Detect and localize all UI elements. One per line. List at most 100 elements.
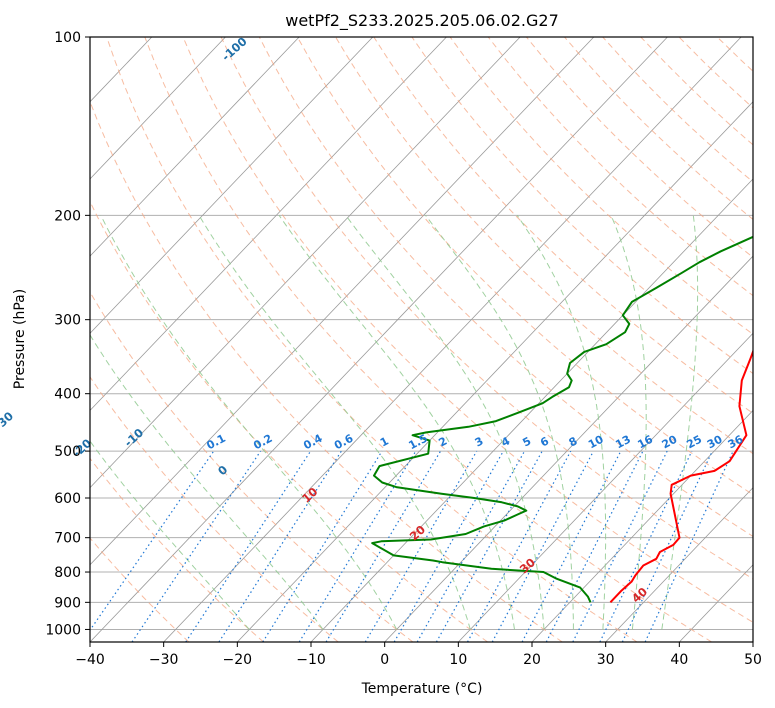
mixing-ratio-line: [262, 450, 383, 642]
moist-adiabat: [610, 215, 647, 630]
mixing-ratio-line: [621, 450, 713, 642]
x-tick-label: −20: [223, 652, 253, 668]
isotherm-line: [384, 255, 753, 642]
y-tick-label: 300: [54, 313, 81, 329]
mixing-ratio-label: 5: [520, 434, 533, 449]
isotherm-line: [531, 409, 753, 642]
moist-adiabat: [425, 214, 574, 630]
moist-adiabat: [90, 334, 324, 630]
isotherm-line: [90, 37, 447, 412]
x-tick-label: 30: [597, 652, 615, 668]
dry-adiabat: [90, 291, 414, 642]
mixing-ratio-line: [131, 450, 262, 642]
mixing-ratio-line: [572, 450, 668, 642]
mixing-ratio-label: 20: [660, 433, 680, 452]
mixing-ratio-line: [90, 450, 215, 632]
isotherm-line: [90, 37, 374, 334]
y-tick-label: 700: [54, 531, 81, 547]
x-axis-label: Temperature (°C): [361, 681, 483, 697]
temperature-profile-line: [609, 348, 753, 603]
isotherm-line: [310, 178, 753, 642]
mixing-ratio-line: [325, 450, 442, 642]
mixing-ratio-label: 3: [473, 434, 486, 449]
dry-adiabat: [90, 200, 488, 642]
x-tick-label: 20: [523, 652, 541, 668]
y-tick-label: 400: [54, 387, 81, 403]
dry-adiabat-label: -10: [121, 425, 146, 449]
y-tick-label: 500: [54, 444, 81, 460]
dry-adiabat-label: 30: [517, 555, 538, 576]
dry-adiabat: [182, 37, 753, 623]
dry-adiabat: [564, 37, 753, 221]
chart-title: wetPf2_S233.2025.205.06.02.G27: [285, 11, 559, 31]
mixing-ratio-label: 30: [705, 433, 725, 452]
isotherm-line: [605, 487, 753, 642]
dry-adiabat: [526, 37, 753, 258]
mixing-ratio-label: 16: [635, 433, 655, 452]
mixing-ratio-label: 1: [378, 434, 391, 449]
moist-adiabat: [198, 215, 471, 630]
mixing-ratio-line: [644, 450, 734, 642]
background-lines: [0, 37, 753, 642]
y-tick-label: 1000: [45, 622, 81, 638]
isotherm-line: [90, 37, 226, 180]
mixing-ratio-line: [393, 450, 504, 642]
mixing-ratio-line: [545, 450, 644, 642]
mixing-ratio-line: [466, 450, 572, 642]
dry-adiabat-label: -30: [0, 409, 16, 433]
isotherm-line: [0, 37, 4, 642]
mixing-ratio-label: 0.4: [301, 432, 325, 453]
isotherm-line: [90, 37, 668, 642]
isotherm-line: [679, 564, 753, 642]
isotherm-line: [90, 37, 595, 566]
mixing-ratio-label: 13: [613, 433, 633, 452]
mixing-ratio-label: 25: [684, 433, 704, 452]
mixing-ratio-label: 8: [567, 434, 580, 449]
dry-adiabat: [90, 375, 339, 642]
dry-adiabat: [449, 37, 753, 335]
mixing-ratio-label: 1.5: [406, 432, 429, 453]
dewpoint-profile-line: [371, 235, 753, 603]
moist-adiabat: [661, 215, 699, 630]
moist-adiabat: [90, 440, 250, 630]
x-tick-label: −40: [75, 652, 105, 668]
x-tick-label: 0: [380, 652, 389, 668]
dry-adiabat: [220, 37, 753, 580]
dry-adiabat: [90, 100, 563, 642]
mixing-ratio-line: [298, 450, 417, 642]
isotherm-line: [90, 37, 521, 489]
mixing-ratio-line: [491, 450, 594, 642]
mixing-ratio-label: 36: [726, 433, 746, 452]
dry-adiabat-label: 0: [215, 462, 230, 478]
x-tick-label: −10: [296, 652, 326, 668]
dry-adiabat: [106, 37, 638, 642]
mixing-ratio-label: 0.1: [204, 432, 227, 453]
y-tick-label: 100: [54, 30, 81, 46]
mixing-ratio-label: 0.6: [332, 432, 356, 453]
isotherm-line: [163, 37, 742, 642]
dry-adiabat: [90, 537, 190, 642]
y-axis-label: Pressure (hPa): [12, 289, 28, 389]
mixing-ratio-line: [185, 450, 312, 642]
mixing-ratio-line: [218, 450, 342, 642]
x-tick-label: 50: [744, 652, 762, 668]
mixing-ratio-label: 0.2: [251, 432, 274, 453]
mixing-ratio-label: 2: [436, 434, 449, 449]
plot-frame: [89, 36, 754, 643]
dry-adiabat: [144, 37, 712, 642]
isotherm-line: [752, 641, 753, 642]
dry-adiabat: [90, 457, 264, 642]
series-layer: [371, 235, 753, 603]
mixing-ratio-line: [435, 450, 543, 642]
dry-adiabat: [487, 37, 753, 297]
moist-adiabat: [345, 215, 545, 630]
isotherm-line: [90, 37, 300, 257]
mixing-ratio-line: [416, 450, 526, 642]
y-tick-label: 900: [54, 595, 81, 611]
x-tick-label: 10: [449, 652, 467, 668]
moist-adiabat: [516, 215, 607, 630]
dry-adiabat: [411, 37, 753, 375]
y-tick-label: 600: [54, 491, 81, 507]
y-tick-label: 200: [54, 208, 81, 224]
